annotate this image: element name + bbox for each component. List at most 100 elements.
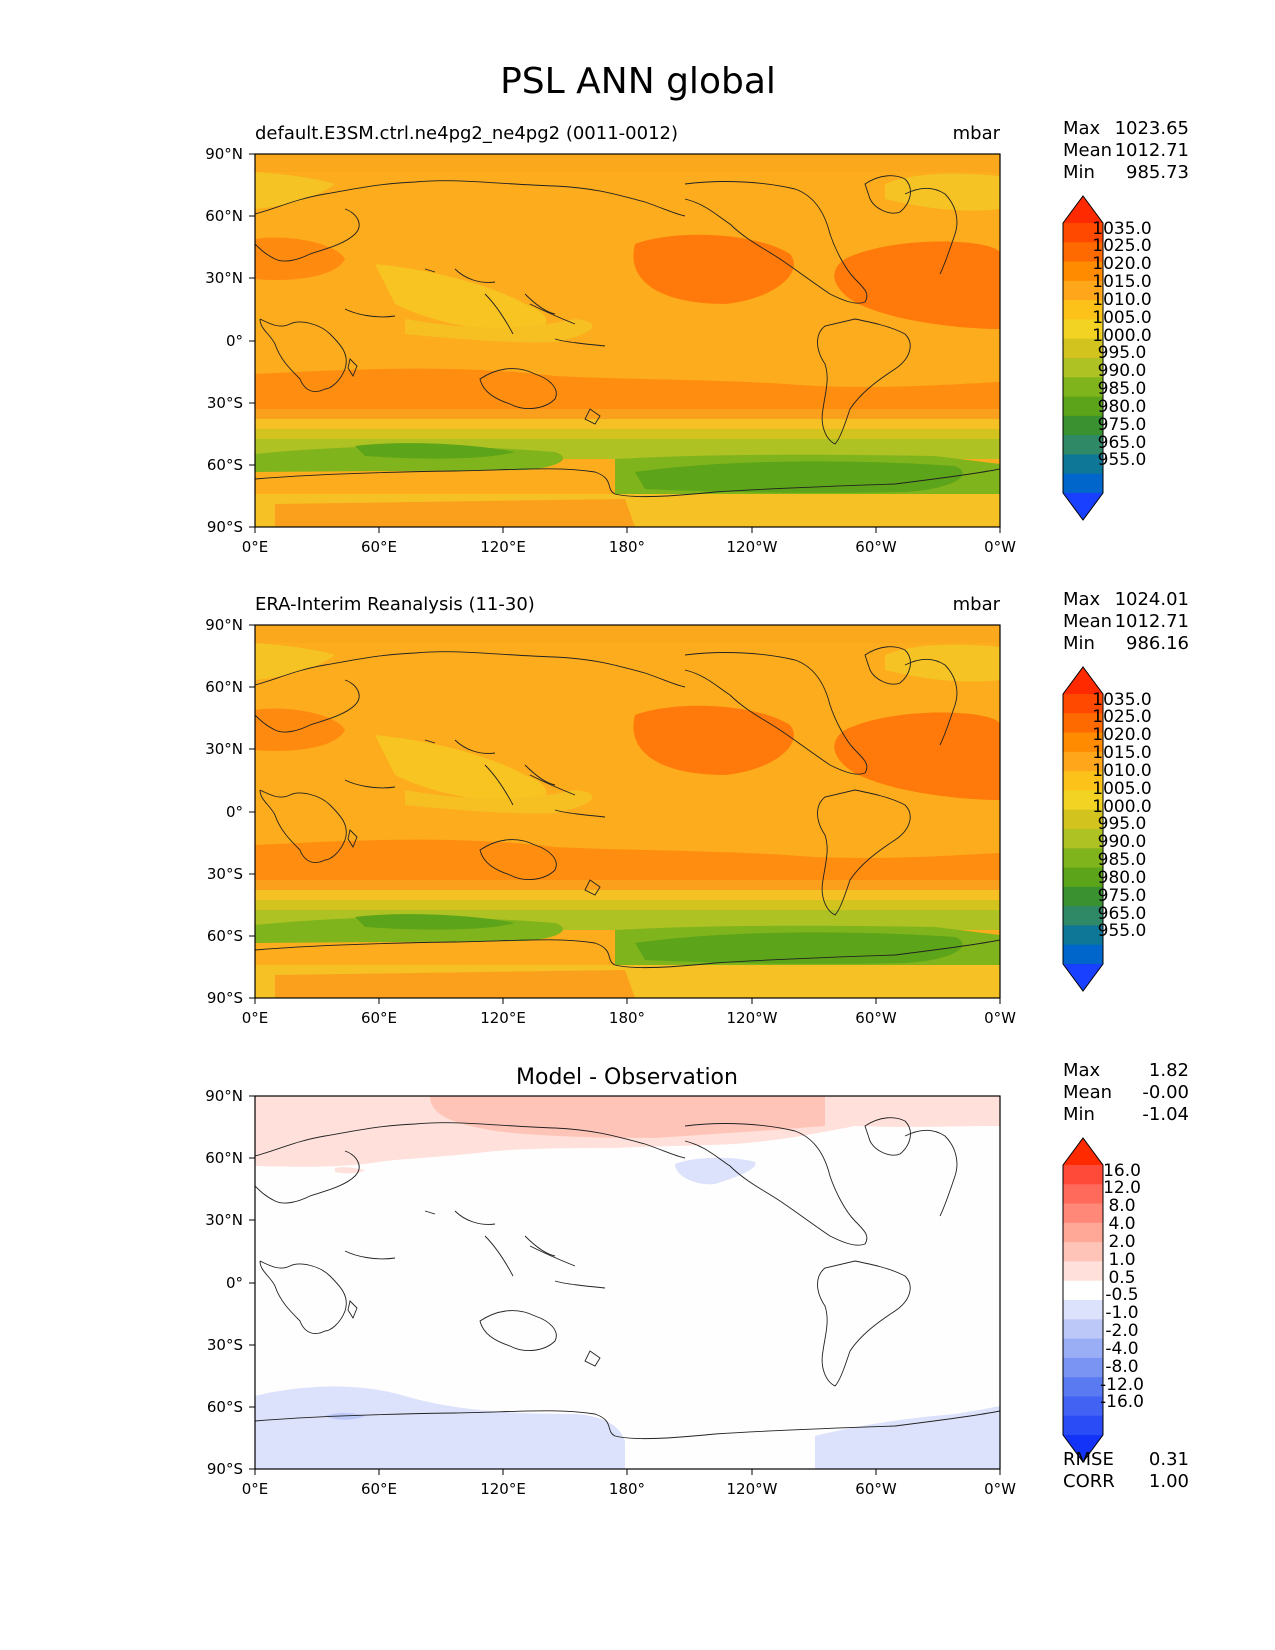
colorbar-segment	[1063, 1261, 1103, 1282]
colorbar-label: 965.0	[1098, 904, 1147, 924]
colorbar-label: -0.5	[1105, 1285, 1138, 1305]
tropical-belt	[405, 319, 593, 343]
stat-min-value: 986.16	[1126, 633, 1189, 654]
colorbar-segment	[1063, 848, 1103, 868]
stat-min-value: -1.04	[1142, 1104, 1189, 1125]
colorbar-segment	[1063, 1415, 1103, 1436]
colorbar-label: -8.0	[1105, 1357, 1138, 1377]
metric-rmse-value: 0.31	[1149, 1449, 1189, 1470]
y-tick-label: 60°S	[207, 456, 243, 474]
colorbar-label: 955.0	[1098, 921, 1147, 941]
antarctic-high	[275, 970, 635, 998]
y-tick-label: 60°S	[207, 927, 243, 945]
panel-left-title: default.E3SM.ctrl.ne4pg2_ne4pg2 (0011-00…	[255, 123, 678, 144]
colorbar-segment	[1063, 694, 1103, 714]
colorbar-extend-top	[1063, 1138, 1103, 1165]
y-tick-label: 0°	[226, 1274, 243, 1292]
stats-box: Max 1023.65 Mean 1012.71 Min 985.73	[1063, 118, 1189, 183]
panel-units: mbar	[953, 594, 1001, 615]
colorbar-extend-bottom	[1063, 493, 1103, 520]
y-tick-label: 60°N	[205, 1149, 243, 1167]
y-tick-label: 0°	[226, 332, 243, 350]
coast-new-zealand	[584, 879, 601, 896]
colorbar-label: 1.0	[1108, 1250, 1135, 1270]
coast-greenland	[864, 646, 911, 685]
colorbar-label: 955.0	[1098, 450, 1147, 470]
colorbar-segment	[1063, 377, 1103, 397]
coast-se-asia	[484, 1235, 606, 1289]
colorbar-label: -2.0	[1105, 1321, 1138, 1341]
colorbar-segment	[1063, 751, 1103, 772]
negative-anomaly-antarctic-east	[815, 1406, 1000, 1469]
panel-left-title: ERA-Interim Reanalysis (11-30)	[255, 594, 535, 615]
x-tick-label: 120°W	[727, 538, 778, 556]
x-tick-label: 120°E	[480, 1009, 526, 1027]
colorbar-label: 985.0	[1098, 850, 1147, 870]
metric-rmse-label: RMSE	[1063, 1449, 1114, 1470]
colorbar-segment	[1063, 829, 1103, 849]
negative-anomaly-aleutian	[675, 1157, 756, 1185]
colorbar-label: 16.0	[1103, 1161, 1141, 1181]
stat-min-label: Min	[1063, 633, 1095, 654]
colorbar-segment	[1063, 396, 1103, 417]
figure-title: PSL ANN global	[500, 61, 776, 102]
panel-units: mbar	[953, 123, 1001, 144]
colorbar-label: 980.0	[1098, 397, 1147, 417]
coast-australia	[479, 839, 557, 881]
stat-mean-label: Mean	[1063, 1082, 1112, 1103]
colorbar-outline	[1062, 666, 1104, 992]
colorbar-segment	[1063, 1338, 1103, 1359]
x-tick-label: 0°W	[984, 1480, 1016, 1498]
colorbar-segment	[1063, 415, 1103, 436]
high-north-pacific	[633, 234, 794, 304]
colorbar-label: 0.5	[1108, 1268, 1135, 1288]
colorbar-segment	[1063, 1396, 1103, 1417]
colorbar-segment	[1063, 319, 1103, 340]
colorbar-segment	[1063, 223, 1103, 243]
colorbar-label: 980.0	[1098, 868, 1147, 888]
coast-arabia	[344, 779, 396, 789]
colorbar-extend-bottom	[1063, 964, 1103, 991]
colorbar-extend-top	[1063, 667, 1103, 694]
high-north-atlantic	[834, 241, 1000, 329]
y-tick-label: 90°S	[207, 518, 243, 536]
coastlines	[255, 175, 1000, 498]
colorbar: 1035.0 1025.0 1020.0 1015.0 1010.0 1005.…	[1062, 666, 1152, 992]
colorbar-label: 975.0	[1098, 415, 1147, 435]
stat-max-value: 1.82	[1149, 1060, 1189, 1081]
colorbar-label: 990.0	[1098, 361, 1147, 381]
x-tick-label: 0°E	[242, 538, 269, 556]
coast-north-america	[684, 181, 958, 304]
stat-mean-value: 1012.71	[1115, 140, 1189, 161]
stat-mean-value: -0.00	[1142, 1082, 1189, 1103]
x-tick-label: 0°W	[984, 538, 1016, 556]
negative-anomaly-antarctic-west	[255, 1386, 625, 1469]
coast-antarctica	[255, 1410, 1000, 1440]
colorbar-segment	[1063, 944, 1103, 965]
coast-south-america	[817, 1260, 911, 1387]
x-tick-label: 60°E	[361, 1009, 397, 1027]
y-tick-label: 90°S	[207, 1460, 243, 1478]
stat-mean-label: Mean	[1063, 140, 1112, 161]
coast-africa	[259, 789, 347, 863]
y-tick-label: 90°N	[205, 145, 243, 163]
low-asia	[375, 264, 547, 333]
coast-se-asia	[484, 764, 606, 818]
colorbar-label: 1000.0	[1092, 326, 1151, 346]
colorbar-segment	[1063, 1165, 1103, 1185]
colorbar-label: -16.0	[1100, 1392, 1144, 1412]
low-indian-sector	[355, 914, 515, 930]
coastlines	[255, 646, 1000, 969]
colorbar-segment	[1063, 809, 1103, 830]
panel-reference: 0°E 60°E 120°E 180° 120°W 60°W 0°W 90°N …	[205, 589, 1189, 1027]
x-tick-label: 180°	[609, 538, 645, 556]
colorbar-label: -1.0	[1105, 1303, 1138, 1323]
coast-north-america	[684, 1123, 958, 1246]
y-axis: 90°N 60°N 30°N 0° 30°S 60°S 90°S	[205, 1087, 255, 1478]
coast-australia	[479, 1310, 557, 1352]
x-tick-label: 0°E	[242, 1480, 269, 1498]
coast-europe-asia	[255, 651, 686, 786]
coast-new-zealand	[584, 408, 601, 425]
coast-antarctica	[255, 468, 1000, 498]
band-55s-c	[255, 429, 1000, 439]
